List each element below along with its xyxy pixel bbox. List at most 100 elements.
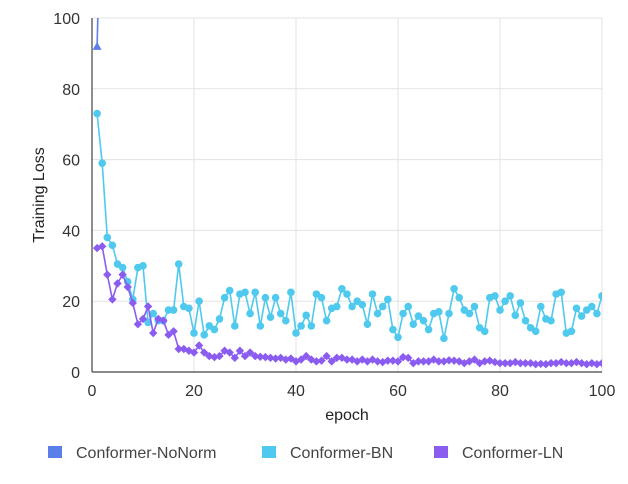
data-point xyxy=(118,270,127,279)
data-point xyxy=(383,356,392,365)
x-tick-label: 60 xyxy=(389,383,407,400)
y-tick-label: 0 xyxy=(71,365,80,382)
data-point xyxy=(577,358,586,368)
data-point xyxy=(424,325,433,334)
legend-label: Conformer-NoNorm xyxy=(76,445,216,462)
data-point xyxy=(557,288,565,297)
data-point xyxy=(440,334,448,343)
data-point xyxy=(506,292,514,300)
legend-swatch xyxy=(48,446,62,458)
data-point xyxy=(266,353,275,363)
data-point xyxy=(470,355,479,364)
data-point xyxy=(215,351,224,361)
tick-labels: 0 20 40 60 80 100 0 20 40 60 80 100 xyxy=(53,11,615,400)
data-point xyxy=(322,316,331,325)
data-point xyxy=(195,297,203,306)
data-point xyxy=(399,309,407,318)
data-point xyxy=(388,356,398,365)
y-tick-label: 100 xyxy=(53,11,80,28)
data-point xyxy=(317,293,326,302)
series-conformer-bn xyxy=(93,109,602,343)
y-tick-label: 40 xyxy=(62,223,80,240)
legend-swatch xyxy=(262,446,276,458)
data-point xyxy=(266,313,275,321)
data-point xyxy=(143,302,153,311)
data-point xyxy=(384,295,392,304)
data-point xyxy=(230,353,239,363)
data-point xyxy=(536,359,545,369)
data-point xyxy=(495,358,505,368)
data-point xyxy=(185,304,193,313)
data-point xyxy=(200,331,208,339)
data-point xyxy=(404,302,413,311)
data-point xyxy=(404,353,413,363)
data-point xyxy=(496,306,504,314)
data-point xyxy=(194,341,204,350)
data-point xyxy=(169,327,178,336)
data-point xyxy=(526,358,535,368)
data-point xyxy=(394,333,402,342)
data-point xyxy=(419,357,428,366)
data-point xyxy=(572,304,581,313)
series-line xyxy=(96,113,602,340)
data-point xyxy=(113,279,122,288)
data-point xyxy=(516,358,525,368)
data-point xyxy=(368,290,377,298)
data-point xyxy=(434,357,443,366)
data-point xyxy=(108,241,117,250)
data-point xyxy=(149,328,158,338)
data-point xyxy=(225,348,234,357)
data-point xyxy=(419,316,428,325)
data-point xyxy=(333,302,341,311)
data-point xyxy=(567,327,576,336)
data-point xyxy=(449,356,459,365)
data-point xyxy=(276,309,285,318)
data-point xyxy=(149,309,157,318)
data-point xyxy=(307,322,316,330)
data-point xyxy=(414,312,423,320)
legend-label: Conformer-LN xyxy=(462,445,563,462)
data-point xyxy=(322,351,331,361)
data-point xyxy=(200,348,209,357)
data-point xyxy=(251,351,260,361)
legend-item: Conformer-NoNorm xyxy=(48,445,216,462)
data-point xyxy=(123,282,132,292)
data-point xyxy=(389,325,397,334)
data-point xyxy=(414,357,423,366)
data-point xyxy=(174,344,183,354)
data-point xyxy=(133,320,143,329)
data-point xyxy=(455,293,464,302)
data-point xyxy=(271,354,280,363)
data-point xyxy=(159,316,168,325)
data-point xyxy=(256,352,265,361)
data-point xyxy=(92,41,102,50)
data-point xyxy=(582,360,591,369)
data-point xyxy=(597,358,602,368)
legend: Conformer-NoNorm Conformer-BN Conformer-LN xyxy=(48,445,563,462)
x-tick-label: 100 xyxy=(589,383,616,400)
data-point xyxy=(261,293,270,302)
data-point xyxy=(409,320,418,329)
data-point xyxy=(465,309,474,318)
data-point xyxy=(348,302,356,311)
data-point xyxy=(363,320,372,329)
data-point xyxy=(128,298,137,308)
data-point xyxy=(358,300,367,309)
x-tick-label: 80 xyxy=(491,383,509,400)
data-point xyxy=(292,329,300,337)
x-tick-label: 40 xyxy=(287,383,305,400)
data-point xyxy=(480,327,489,336)
data-point xyxy=(246,309,254,318)
data-point xyxy=(501,297,509,306)
data-point xyxy=(296,355,306,364)
data-point xyxy=(338,285,346,293)
data-point xyxy=(588,302,596,311)
data-point xyxy=(261,352,270,362)
data-point xyxy=(138,314,148,324)
data-point xyxy=(506,358,515,368)
data-point xyxy=(470,302,479,311)
data-point xyxy=(343,290,351,298)
data-point xyxy=(551,358,561,368)
data-point xyxy=(480,357,489,366)
data-point xyxy=(598,292,602,300)
